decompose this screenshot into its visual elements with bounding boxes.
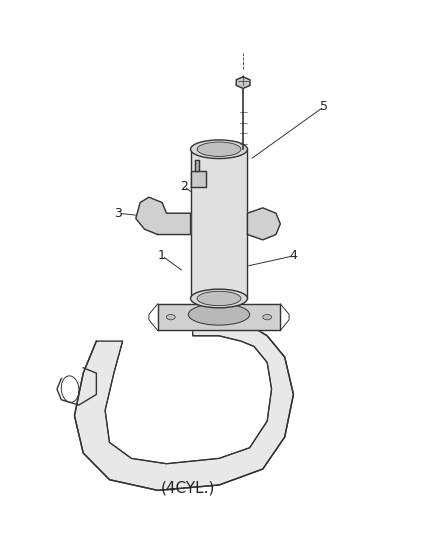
Ellipse shape [166,314,175,320]
Ellipse shape [197,142,241,157]
Ellipse shape [191,289,247,308]
Text: 1: 1 [158,249,166,262]
Polygon shape [191,171,206,187]
Polygon shape [136,197,191,235]
Text: 5: 5 [320,100,328,113]
Polygon shape [195,160,199,171]
Polygon shape [74,320,293,490]
Ellipse shape [188,304,250,325]
Polygon shape [191,149,247,298]
Ellipse shape [263,314,272,320]
Polygon shape [247,208,280,240]
Polygon shape [158,304,280,330]
Text: 4: 4 [290,249,297,262]
Text: (4CYL.): (4CYL.) [161,480,215,495]
Text: 3: 3 [114,207,122,220]
Polygon shape [236,77,250,88]
Ellipse shape [191,140,247,159]
Text: 2: 2 [180,180,188,193]
Ellipse shape [197,291,241,306]
